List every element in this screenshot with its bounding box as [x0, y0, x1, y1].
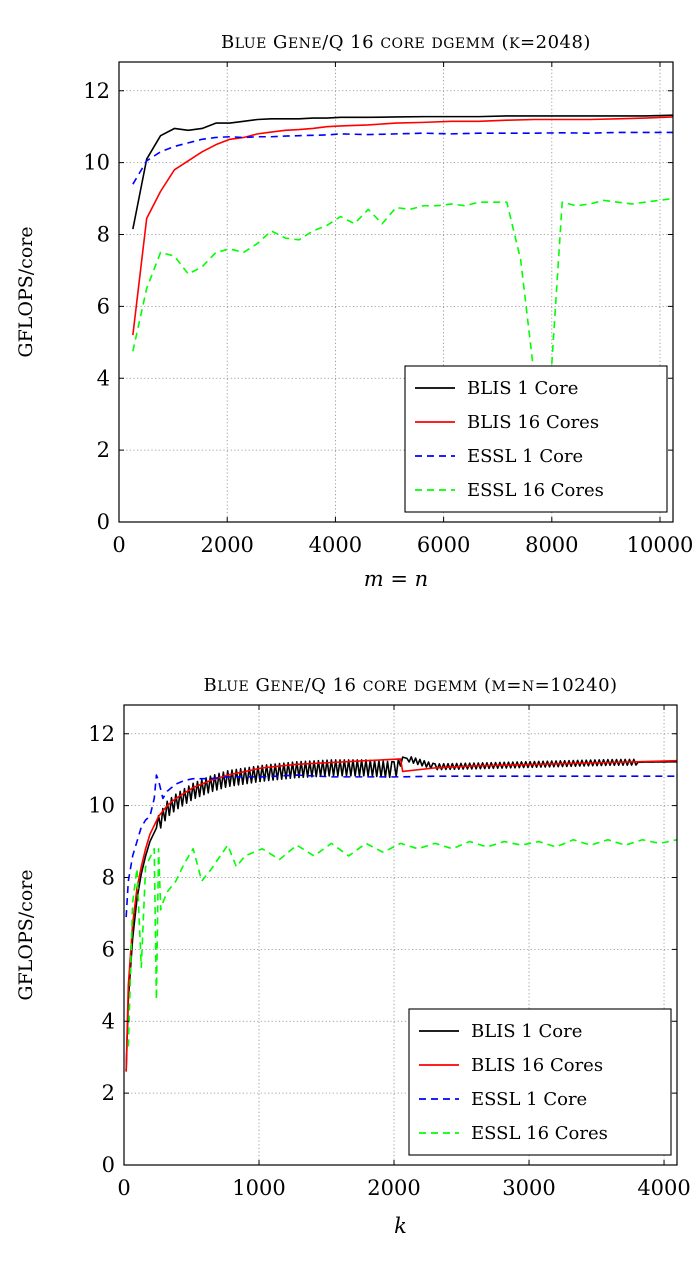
x-tick-label: 2000 — [367, 1176, 420, 1200]
x-tick-label: 0 — [117, 1176, 130, 1200]
chart-title: BLUE GENE/Q 16 CORE DGEMM (M=N=10240) — [203, 675, 617, 696]
legend-label: ESSL 16 Cores — [467, 480, 604, 501]
y-tick-label: 4 — [102, 1009, 115, 1033]
y-tick-label: 2 — [102, 1081, 115, 1105]
x-tick-label: 3000 — [502, 1176, 555, 1200]
series-line-blis-16-cores — [132, 116, 673, 336]
legend-box — [408, 1008, 672, 1156]
y-tick-label: 6 — [102, 937, 115, 961]
y-tick-label: 12 — [83, 79, 110, 103]
y-tick-label: 6 — [97, 294, 110, 318]
x-tick-label: 10000 — [627, 533, 694, 557]
chart-title: BLUE GENE/Q 16 CORE DGEMM (K=2048) — [221, 32, 591, 53]
series-line-essl-1-core — [132, 131, 673, 185]
x-tick-label: 4000 — [637, 1176, 690, 1200]
x-tick-label: 4000 — [309, 533, 362, 557]
x-axis-label: m = n — [364, 567, 428, 591]
legend: BLIS 1 Core BLIS 16 Cores ESSL 1 Core ESSL … — [408, 1008, 672, 1156]
series-line-essl-16-cores — [132, 197, 673, 419]
y-axis-label: GFLOPS/core — [15, 226, 37, 357]
y-tick-label: 12 — [88, 722, 115, 746]
y-tick-label: 8 — [97, 223, 110, 247]
x-tick-label: 6000 — [417, 533, 470, 557]
legend-label: BLIS 1 Core — [471, 1021, 582, 1042]
series-line-essl-16-cores — [127, 838, 677, 1047]
legend-box — [404, 365, 668, 513]
series-line-blis-1-core — [132, 114, 673, 230]
chart-2: BLUE GENE/Q 16 CORE DGEMM (M=N=10240) 0 10… — [15, 675, 691, 1238]
y-tick-label: 10 — [83, 151, 110, 175]
plot-area — [125, 756, 677, 1072]
y-tick-label: 0 — [102, 1153, 115, 1177]
y-axis-label: GFLOPS/core — [15, 869, 37, 1000]
y-tick-label: 8 — [102, 866, 115, 890]
legend-label: ESSL 16 Cores — [471, 1123, 608, 1144]
y-tick-label: 10 — [88, 794, 115, 818]
x-tick-label: 0 — [112, 533, 125, 557]
plot-frame — [118, 61, 674, 523]
legend-label: ESSL 1 Core — [467, 446, 583, 467]
y-tick-label: 4 — [97, 366, 110, 390]
x-tick-label: 2000 — [200, 533, 253, 557]
legend-label: BLIS 1 Core — [467, 378, 578, 399]
series-line-blis-16-cores — [125, 758, 677, 1072]
series-line-essl-1-core — [125, 774, 677, 918]
legend-label: BLIS 16 Cores — [471, 1055, 603, 1076]
legend: BLIS 1 Core BLIS 16 Cores ESSL 1 Core ESSL … — [404, 365, 668, 513]
plot-frame — [123, 704, 678, 1166]
x-tick-label: 8000 — [525, 533, 578, 557]
x-axis-label: k — [394, 1214, 407, 1238]
y-tick-label: 0 — [97, 510, 110, 534]
x-tick-label: 1000 — [232, 1176, 285, 1200]
legend-label: ESSL 1 Core — [471, 1089, 587, 1110]
y-tick-label: 2 — [97, 438, 110, 462]
chart-1: BLUE GENE/Q 16 CORE DGEMM (K=2048) 0 2000 4… — [15, 32, 693, 591]
legend-label: BLIS 16 Cores — [467, 412, 599, 433]
plot-area — [132, 114, 673, 419]
